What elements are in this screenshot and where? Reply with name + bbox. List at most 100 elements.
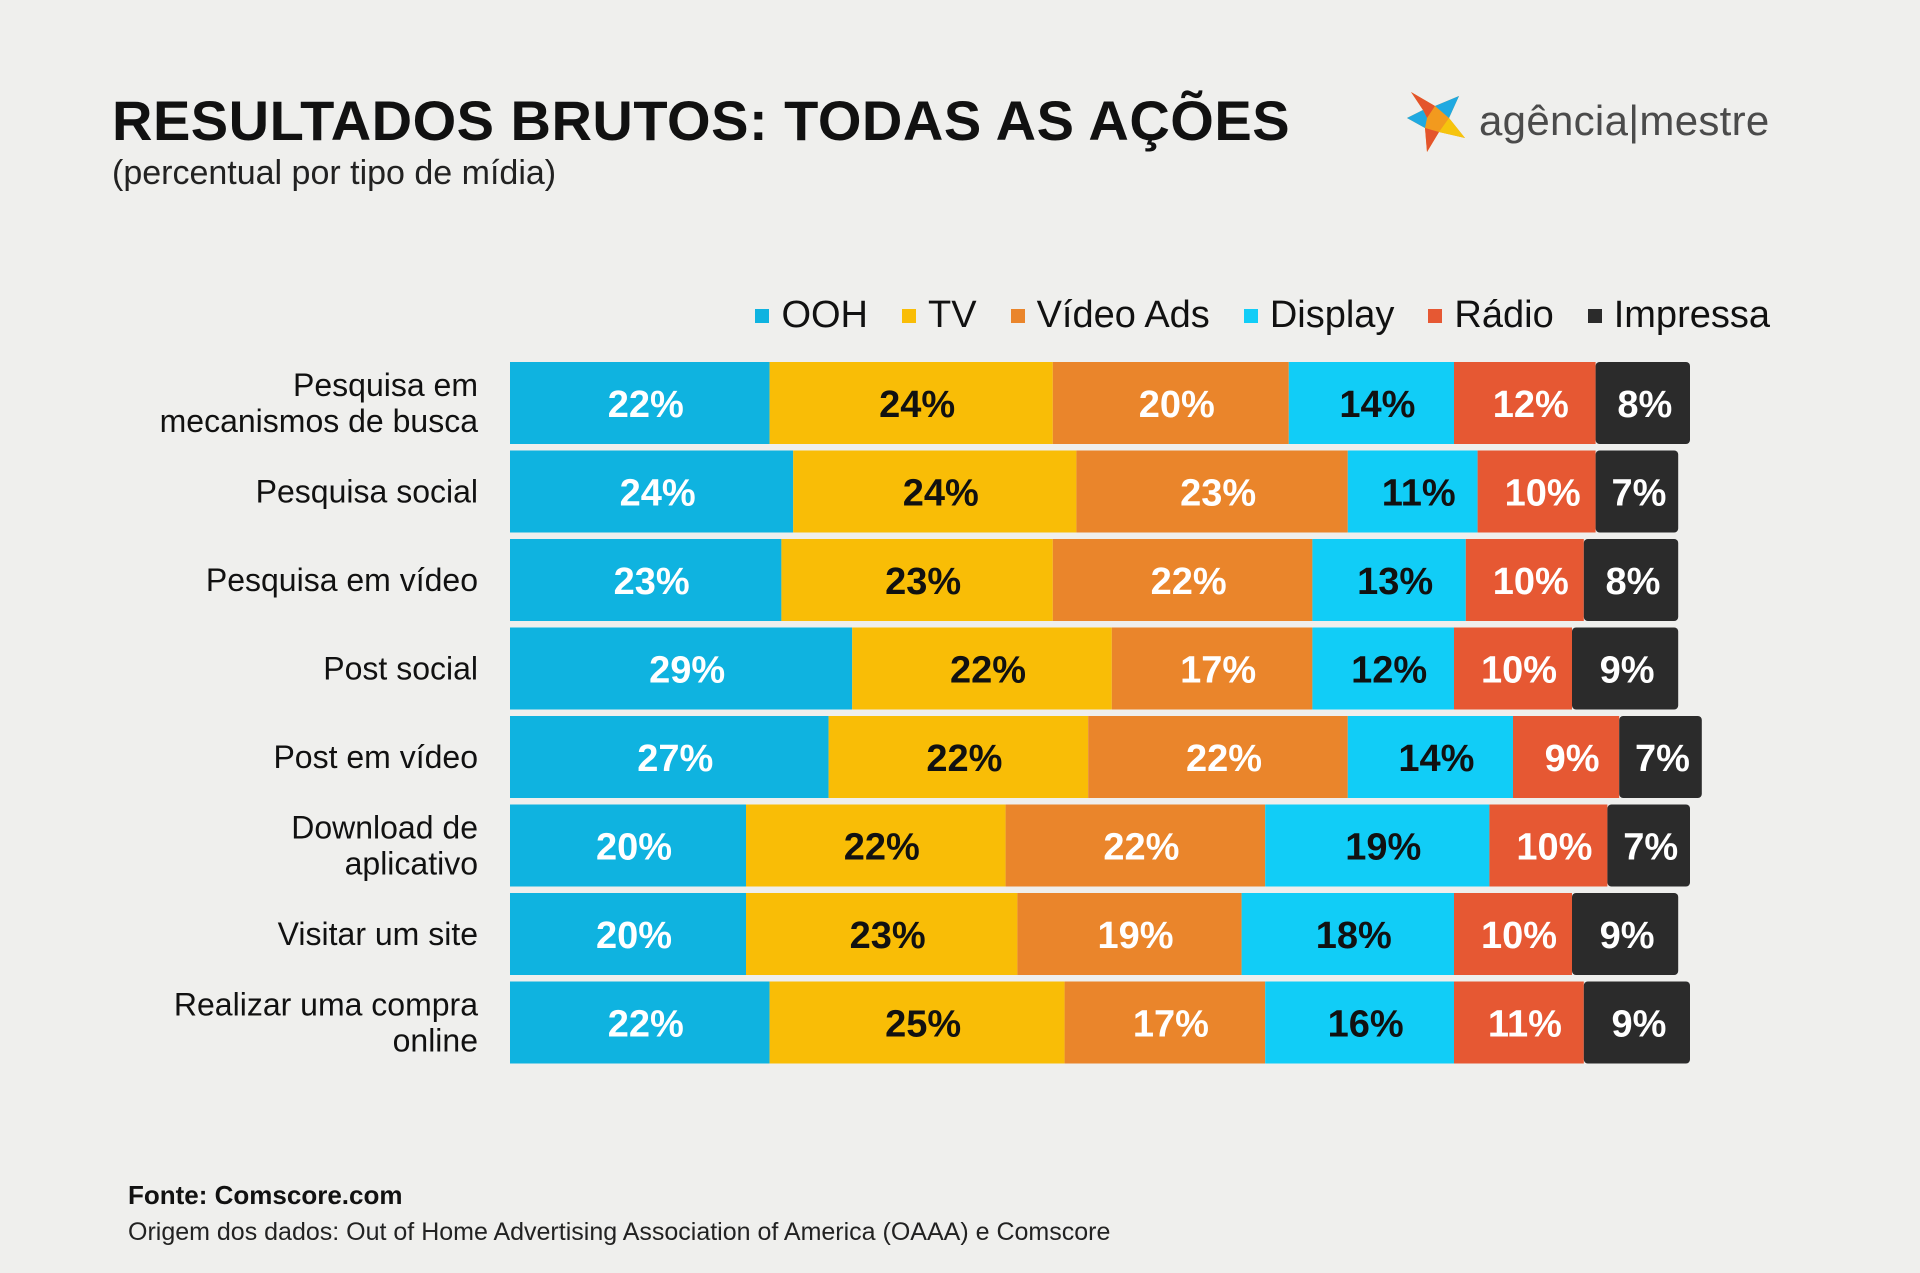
category-label: Post em vídeo: [273, 739, 478, 775]
bar-segment: [1064, 981, 1266, 1064]
legend-item: Impressa: [1587, 294, 1770, 337]
bar-segment: [1017, 893, 1242, 975]
bar-segment: [1005, 804, 1266, 887]
bar-segment: [1572, 627, 1679, 710]
bar-segment: [1347, 716, 1513, 798]
bar-segment: [1454, 893, 1572, 975]
data-label: 7%: [1623, 827, 1678, 869]
data-label: 24%: [620, 473, 696, 515]
bar-segment: [1088, 716, 1348, 798]
data-label: 9%: [1611, 1004, 1666, 1046]
data-label: 16%: [1328, 1004, 1404, 1046]
data-label: 12%: [1351, 650, 1427, 692]
data-label: 22%: [608, 1004, 684, 1046]
data-label: 9%: [1600, 915, 1655, 957]
category-label: Visitar um site: [278, 916, 478, 952]
data-label: 20%: [596, 827, 672, 869]
legend-swatch: [755, 308, 770, 323]
bar-segment: [1454, 362, 1596, 444]
data-label: 20%: [1139, 384, 1215, 426]
legend-item: Rádio: [1428, 294, 1554, 337]
data-label: 22%: [1151, 561, 1227, 603]
bar-segment: [1241, 893, 1454, 975]
legend-label: Display: [1269, 294, 1395, 336]
footer-origin: Origem dos dados: Out of Home Advertisin…: [128, 1218, 1111, 1246]
bar-segment: [769, 981, 1065, 1064]
bar-segment: [1595, 450, 1679, 533]
data-label: 27%: [637, 738, 713, 780]
bar-segment: [1288, 362, 1454, 444]
data-label: 19%: [1345, 827, 1421, 869]
data-label: 17%: [1133, 1004, 1209, 1046]
data-label: 23%: [850, 915, 926, 957]
brand-logo-text: agência|mestre: [1479, 97, 1770, 144]
data-label: 23%: [614, 561, 690, 603]
bar-segment: [1619, 716, 1702, 798]
data-label: 22%: [1103, 827, 1179, 869]
legend-item: TV: [902, 294, 977, 337]
data-label: 9%: [1545, 738, 1600, 780]
bar-segment: [781, 539, 1053, 621]
legend-label: Impressa: [1613, 294, 1770, 336]
bar-segment: [1489, 804, 1608, 887]
data-label: 9%: [1600, 650, 1655, 692]
bar-segment: [1347, 450, 1478, 533]
data-label: 8%: [1617, 384, 1672, 426]
data-label: 11%: [1382, 473, 1456, 515]
legend-swatch: [902, 308, 916, 323]
category-label: Pesquisa em mecanismos de busca: [160, 367, 479, 439]
bar-segment: [510, 716, 829, 798]
legend-swatch: [1010, 308, 1025, 323]
bar-segment: [1572, 893, 1679, 975]
bar-segment: [1111, 627, 1313, 710]
bar-segment: [1312, 627, 1454, 710]
bar-segment: [1477, 450, 1596, 533]
data-label: 23%: [1180, 473, 1256, 515]
data-label: 24%: [879, 384, 955, 426]
legend-item: OOH: [755, 294, 868, 337]
category-label: Pesquisa em vídeo: [206, 562, 478, 598]
data-label: 24%: [903, 473, 979, 515]
footer-source: Fonte: Comscore.com: [128, 1180, 403, 1210]
data-label: 25%: [885, 1004, 961, 1046]
bar-segment: [746, 804, 1006, 887]
chart-subtitle: (percentual por tipo de mídia): [112, 154, 557, 192]
data-label: 11%: [1488, 1004, 1562, 1046]
data-label: 22%: [926, 738, 1002, 780]
legend-item: Display: [1243, 294, 1395, 337]
category-label: Pesquisa social: [256, 474, 478, 510]
bar-segment: [1076, 450, 1348, 533]
stacked-bar-chart: Pesquisa em mecanismos de busca 22% 24% 20% 1…: [160, 362, 1702, 1064]
bar-segment: [510, 362, 770, 444]
legend-label: Vídeo Ads: [1036, 294, 1210, 336]
data-label: 10%: [1481, 650, 1557, 692]
bar-segment: [510, 981, 770, 1064]
data-label: 22%: [950, 650, 1026, 692]
bar-segment: [793, 450, 1077, 533]
data-label: 14%: [1398, 738, 1474, 780]
category-label: Realizar uma compra online: [174, 987, 478, 1059]
data-label: 12%: [1493, 384, 1569, 426]
bar-segment: [510, 450, 794, 533]
bar-segment: [1265, 981, 1454, 1064]
bar-segment: [510, 893, 746, 975]
bar-segment: [828, 716, 1089, 798]
bar-segment: [1607, 804, 1690, 887]
chart-legend: OOH TV Vídeo Ads Display Rádio Impressa: [755, 294, 1770, 337]
bar-segment: [852, 627, 1112, 710]
data-label: 10%: [1481, 915, 1557, 957]
data-label: 22%: [608, 384, 684, 426]
legend-item: Vídeo Ads: [1010, 294, 1210, 337]
bar-segment: [1052, 362, 1289, 444]
data-label: 10%: [1516, 827, 1592, 869]
bar-segment: [746, 893, 1018, 975]
bar-segment: [510, 539, 782, 621]
data-label: 19%: [1097, 915, 1173, 957]
bar-segment: [1595, 362, 1690, 444]
bar-segment: [1454, 627, 1572, 710]
bar-segment: [1583, 539, 1679, 621]
legend-label: OOH: [781, 294, 868, 336]
data-label: 18%: [1316, 915, 1392, 957]
data-label: 8%: [1606, 561, 1661, 603]
brand-logo: agência|mestre: [1405, 88, 1770, 154]
